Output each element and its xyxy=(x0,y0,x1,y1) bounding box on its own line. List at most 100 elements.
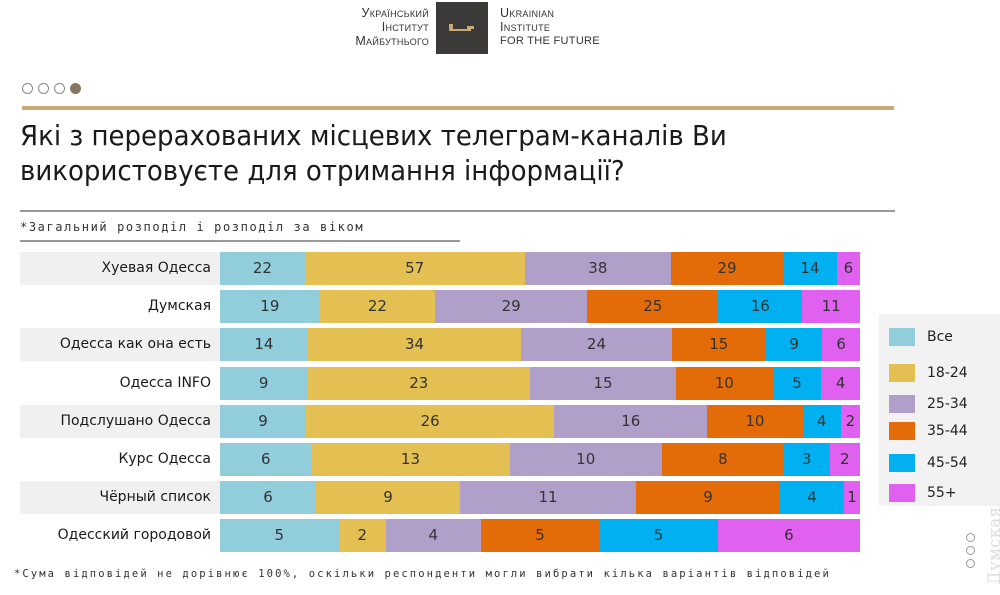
title-divider xyxy=(20,210,895,212)
legend-item: 45-54 xyxy=(889,454,968,472)
bar-segment: 4 xyxy=(385,519,481,553)
bar-segment: 9 xyxy=(220,366,308,400)
bar-segment: 9 xyxy=(220,404,306,438)
legend-swatch xyxy=(889,328,915,346)
side-dot xyxy=(966,546,975,555)
bar-segment: 22 xyxy=(220,252,305,285)
chart-row: Одесса как она есть 14 34 24 15 9 6 xyxy=(20,328,862,362)
logo: Український Інститут Майбутнього Ukraini… xyxy=(330,2,610,54)
bar-segment: 2 xyxy=(338,519,386,553)
stacked-bar: 14 34 24 15 9 6 xyxy=(220,328,860,362)
category-label: Одесса как она есть xyxy=(20,328,220,362)
bar-segment: 6 xyxy=(822,328,860,362)
legend-swatch xyxy=(889,395,915,413)
key-icon xyxy=(436,2,488,54)
stacked-bar: 6 9 11 9 4 1 xyxy=(220,481,860,515)
bar-segment: 23 xyxy=(307,366,531,400)
watermark: Думская xyxy=(985,506,1000,585)
stacked-bar: 9 26 16 10 4 2 xyxy=(220,404,860,438)
bar-segment: 14 xyxy=(782,252,837,285)
logo-ua-text: Український Інститут Майбутнього xyxy=(355,6,429,48)
bar-segment: 4 xyxy=(821,366,860,400)
bar-segment: 16 xyxy=(554,404,708,438)
legend-label: 55+ xyxy=(927,485,957,501)
pagination-dot-2[interactable] xyxy=(38,83,49,94)
legend-label: 18-24 xyxy=(927,365,968,381)
category-label: Одесский городовой xyxy=(57,527,211,544)
legend-item: 35-44 xyxy=(889,422,968,440)
chart-row: Хуевая Одесса 22 57 38 29 14 6 xyxy=(20,252,862,285)
bar-segment: 29 xyxy=(671,252,783,285)
legend-label: 25-34 xyxy=(927,396,968,412)
legend-swatch xyxy=(889,422,915,440)
bar-segment: 8 xyxy=(661,443,784,476)
accent-divider xyxy=(22,106,894,110)
category-label: Курс Одесса xyxy=(118,451,211,467)
bar-segment: 2 xyxy=(829,443,860,476)
logo-en-text: Ukrainian Institute for the Future xyxy=(500,6,600,48)
bar-segment: 6 xyxy=(220,481,316,515)
bar-segment: 10 xyxy=(675,366,773,400)
bar-segment: 38 xyxy=(524,252,672,285)
category-label: Хуевая Одесса xyxy=(20,252,220,285)
bar-segment: 3 xyxy=(783,443,830,476)
legend-swatch xyxy=(889,454,915,472)
logo-ua-line: Майбутнього xyxy=(355,34,429,48)
legend-item: 25-34 xyxy=(889,395,968,413)
bar-segment: 5 xyxy=(220,519,339,553)
chart-row: Чёрный список 6 9 11 9 4 1 xyxy=(20,481,862,515)
stacked-bar: 6 13 10 8 3 2 xyxy=(220,443,860,476)
bar-segment: 9 xyxy=(765,328,823,362)
pagination-dot-3[interactable] xyxy=(54,83,65,94)
chart-row: Курс Одесса 6 13 10 8 3 2 xyxy=(20,443,862,476)
stacked-bar: 19 22 29 25 16 11 xyxy=(220,290,860,324)
bar-segment: 9 xyxy=(636,481,780,515)
bar-segment: 22 xyxy=(319,290,436,324)
stacked-bar: 9 23 15 10 5 4 xyxy=(220,366,860,400)
bar-segment: 26 xyxy=(305,404,555,438)
bar-segment: 13 xyxy=(311,443,510,476)
pagination-dot-1[interactable] xyxy=(22,83,33,94)
bar-segment: 19 xyxy=(220,290,320,324)
category-label: Думская xyxy=(148,298,211,315)
legend-item: 55+ xyxy=(889,484,957,502)
chart-row: Подслушано Одесса 9 26 16 10 4 2 xyxy=(20,404,862,438)
side-dot xyxy=(966,559,975,568)
bar-segment: 4 xyxy=(802,404,841,438)
bar-segment: 15 xyxy=(530,366,676,400)
slide-pagination xyxy=(22,83,81,94)
chart-subtitle: *Загальний розподіл і розподіл за віком xyxy=(20,220,365,234)
bar-segment: 16 xyxy=(718,290,803,324)
bar-segment: 5 xyxy=(599,519,718,553)
category-label: Чёрный список xyxy=(20,481,220,515)
bar-segment: 25 xyxy=(587,290,719,324)
bar-segment: 11 xyxy=(460,481,636,515)
legend-swatch xyxy=(889,364,915,382)
bar-segment: 5 xyxy=(480,519,600,553)
legend-label: 35-44 xyxy=(927,423,968,439)
chart-row: Одесский городовой 5 2 4 5 5 6 xyxy=(20,519,862,553)
bar-segment: 6 xyxy=(717,519,860,553)
legend-item: Все xyxy=(889,328,953,346)
legend-label: Все xyxy=(927,329,953,345)
subtitle-divider xyxy=(20,240,460,242)
side-pagination xyxy=(966,533,975,568)
bar-segment: 9 xyxy=(316,481,460,515)
chart-row: Одесса INFO 9 23 15 10 5 4 xyxy=(20,366,862,400)
legend-label: 45-54 xyxy=(927,455,968,471)
logo-en-line: Institute xyxy=(500,20,551,34)
bar-segment: 15 xyxy=(671,328,766,362)
bar-segment: 57 xyxy=(304,252,525,285)
stacked-bar: 22 57 38 29 14 6 xyxy=(220,252,860,285)
logo-ua-line: Інститут xyxy=(381,20,429,34)
logo-en-line: for the Future xyxy=(500,35,600,47)
bar-segment: 2 xyxy=(840,404,860,438)
bar-segment: 11 xyxy=(802,290,860,324)
category-label: Подслушано Одесса xyxy=(20,404,220,438)
chart-title: Які з перерахованих місцевих телеграм-ка… xyxy=(20,119,727,187)
logo-en-line: Ukrainian xyxy=(500,6,555,20)
pagination-dot-4-active[interactable] xyxy=(70,83,81,94)
legend-item: 18-24 xyxy=(889,364,968,382)
category-label: Одесса INFO xyxy=(119,374,211,391)
